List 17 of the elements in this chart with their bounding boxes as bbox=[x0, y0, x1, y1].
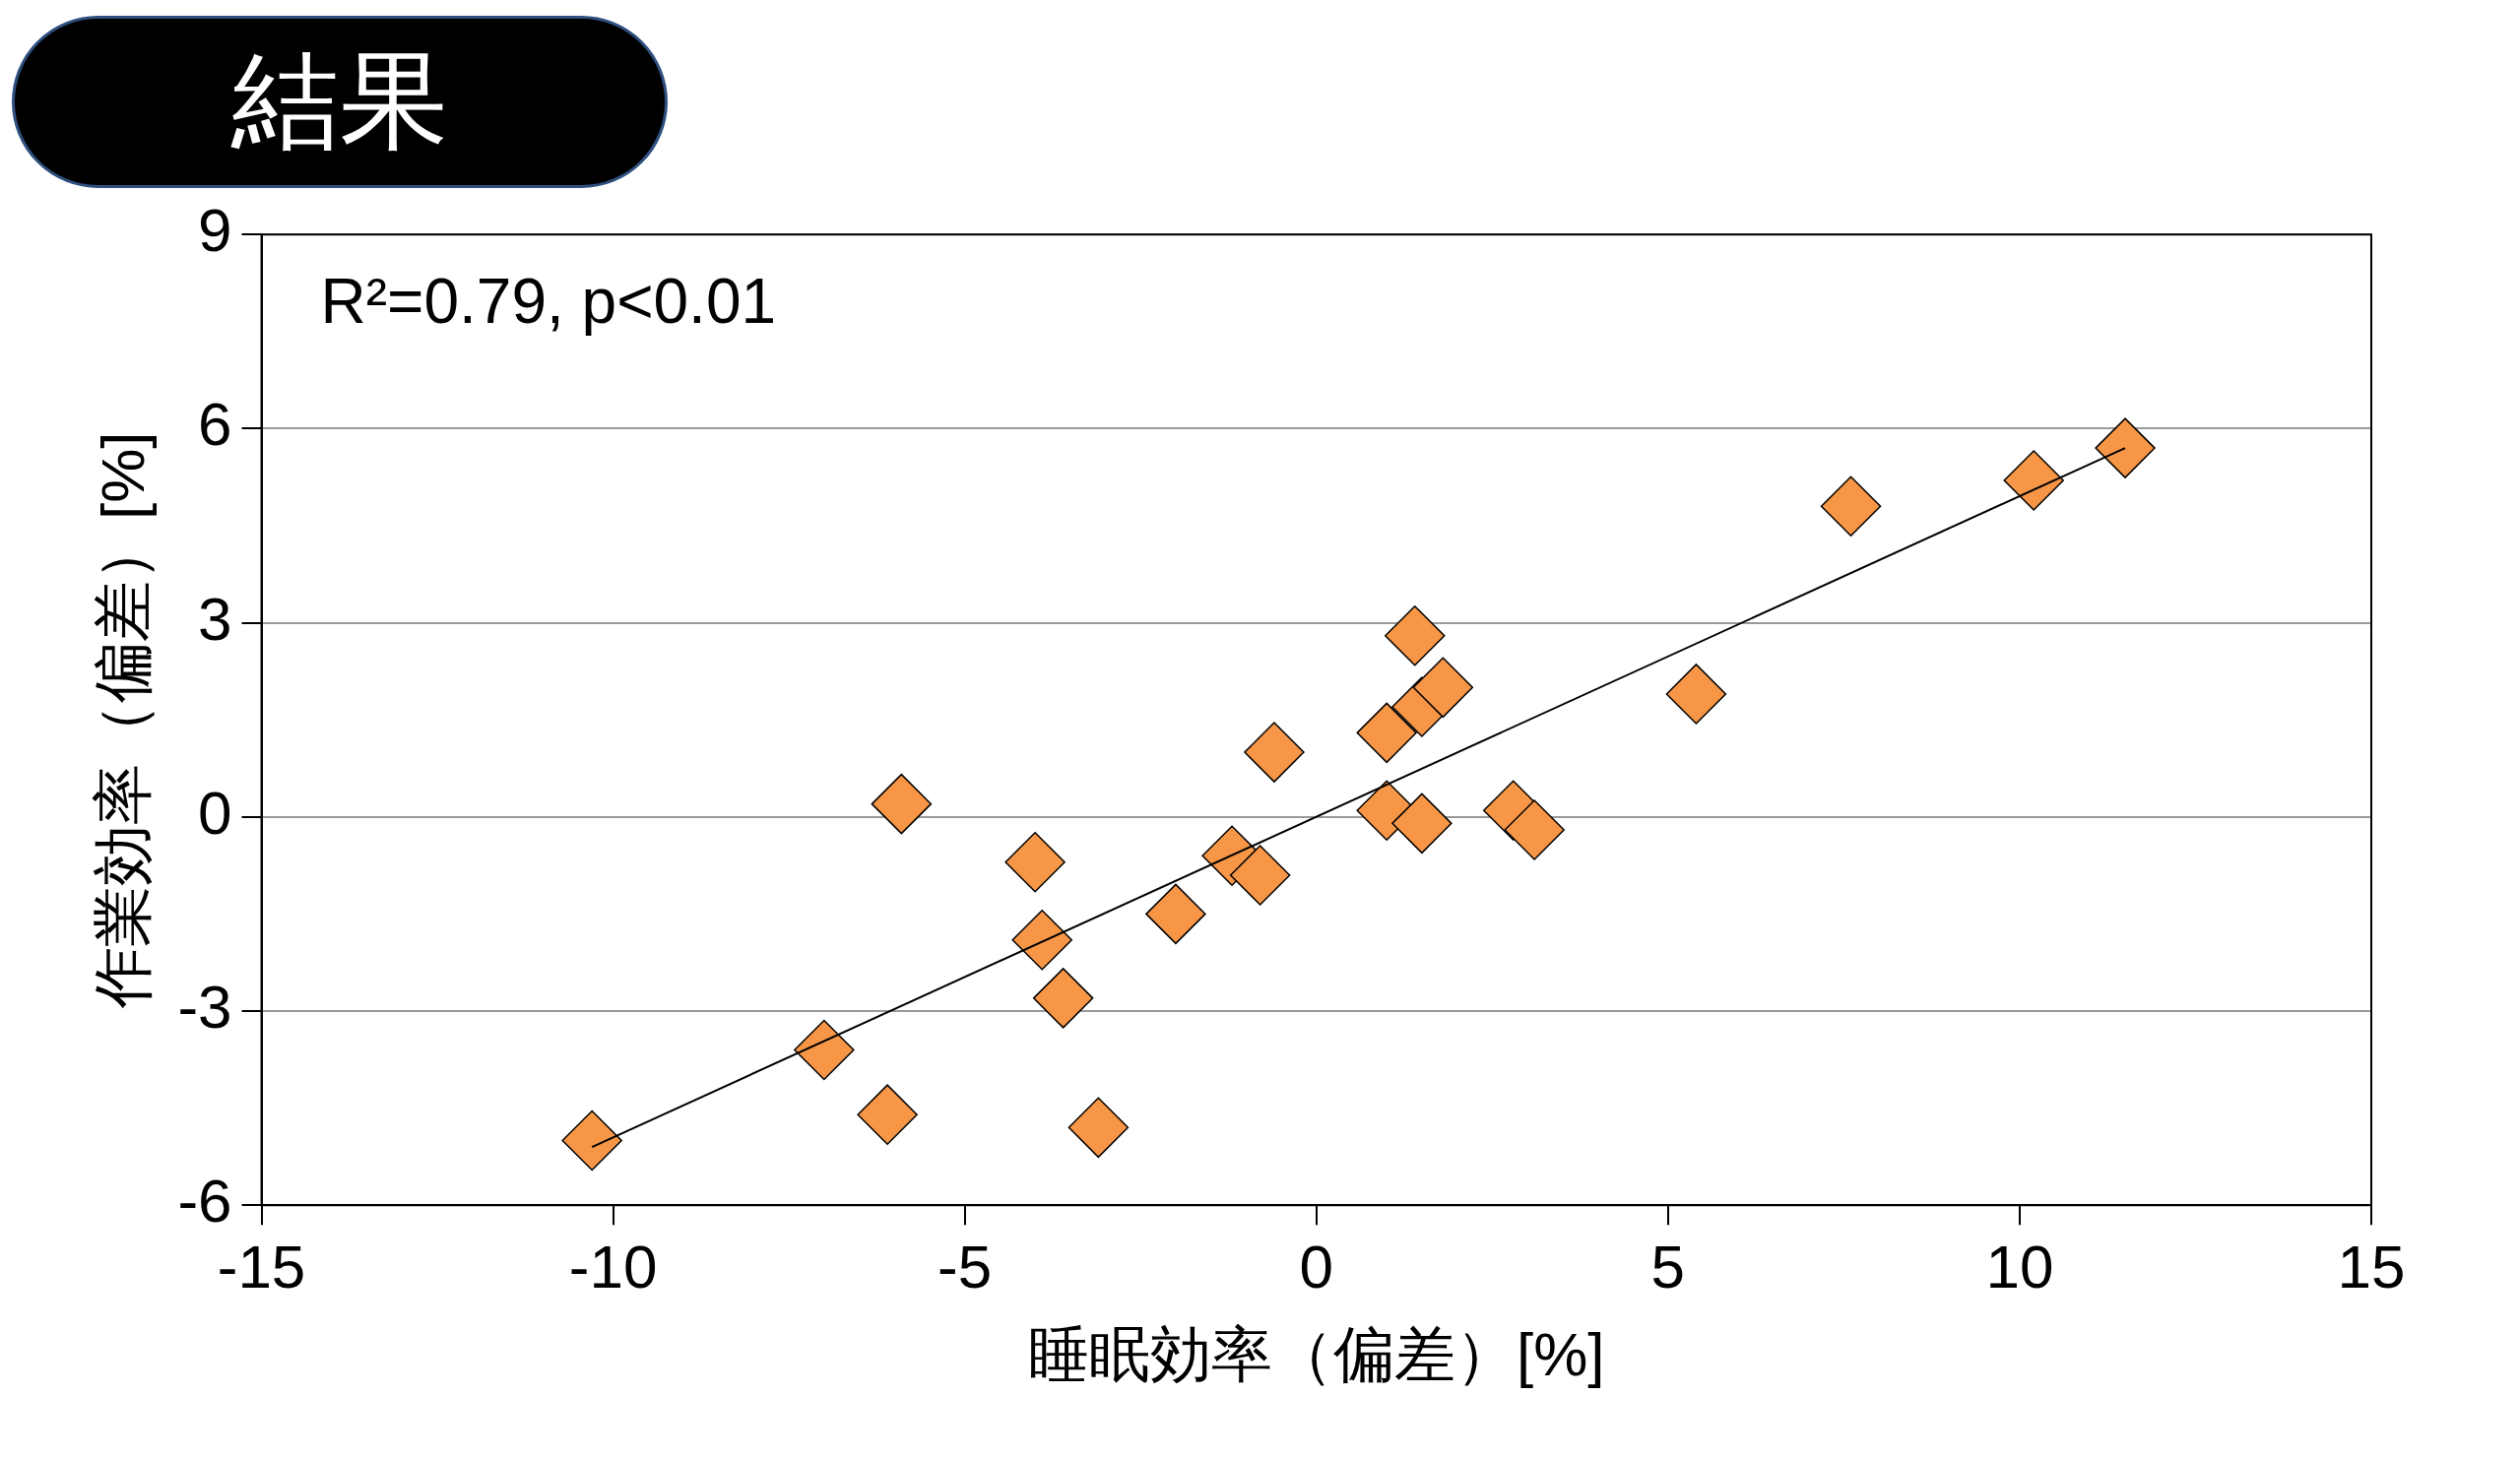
x-tick-label: -5 bbox=[937, 1233, 993, 1301]
y-tick-label: 9 bbox=[198, 196, 232, 265]
y-tick-label: 3 bbox=[198, 584, 232, 653]
chart-title: 結果 bbox=[12, 16, 668, 188]
y-tick-label: -3 bbox=[177, 973, 232, 1042]
x-axis-title: 睡眠効率（偏差）[%] bbox=[1027, 1319, 1605, 1388]
y-tick-label: 6 bbox=[198, 390, 232, 459]
x-tick-label: 0 bbox=[1299, 1233, 1334, 1301]
y-tick-label: -6 bbox=[177, 1167, 232, 1236]
x-tick-label: 5 bbox=[1650, 1233, 1686, 1301]
x-tick-label: -15 bbox=[217, 1233, 306, 1301]
x-tick-label: -10 bbox=[568, 1233, 658, 1301]
y-tick-label: 0 bbox=[198, 778, 232, 847]
annotation: R²=0.79, p<0.01 bbox=[320, 265, 777, 337]
x-tick-label: 15 bbox=[2337, 1233, 2406, 1301]
y-axis-title: 作業効率（偏差）[%] bbox=[89, 431, 158, 1009]
x-tick-label: 10 bbox=[1985, 1233, 2054, 1301]
